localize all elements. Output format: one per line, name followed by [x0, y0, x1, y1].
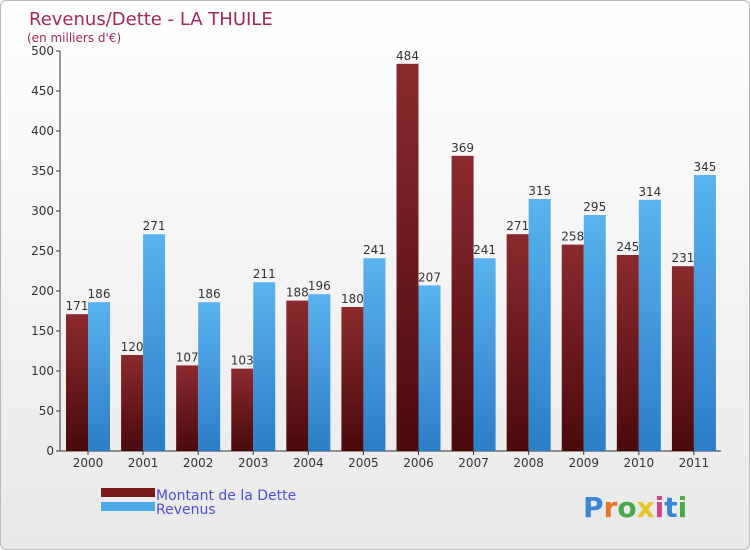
- bar-dette: [231, 368, 254, 451]
- x-tick-label: 2001: [128, 456, 159, 470]
- proxiti-logo: Proxiti: [583, 491, 687, 524]
- bar-revenus: [473, 258, 496, 451]
- logo-letter: i: [655, 491, 665, 524]
- legend-swatch: [101, 488, 155, 497]
- bar-revenus: [693, 175, 716, 451]
- data-label: 258: [561, 230, 584, 244]
- x-tick-label: 2008: [513, 456, 544, 470]
- bar-dette: [66, 314, 88, 451]
- data-label: 107: [176, 350, 199, 364]
- data-label: 369: [451, 141, 474, 155]
- bar-revenus: [363, 258, 386, 451]
- bar-revenus: [88, 302, 110, 451]
- logo-letter: o: [617, 491, 636, 524]
- chart-subtitle: (en milliers d'€): [27, 31, 121, 45]
- bar-dette: [176, 365, 199, 451]
- data-label: 120: [121, 340, 144, 354]
- data-label: 186: [88, 287, 111, 301]
- bar-revenus: [528, 199, 551, 451]
- data-label: 241: [473, 243, 496, 257]
- data-label: 207: [418, 270, 441, 284]
- x-tick-label: 2010: [624, 456, 655, 470]
- logo-letter: r: [604, 491, 618, 524]
- bar-revenus: [308, 294, 331, 451]
- bar-dette: [616, 255, 639, 451]
- bar-revenus: [583, 215, 606, 451]
- bar-revenus: [253, 282, 276, 451]
- x-tick-label: 2003: [238, 456, 269, 470]
- y-tick-label: 0: [46, 444, 54, 458]
- axes: 0 50 100 150 200 250 300 350 400 450 500 2000 2001 20…: [31, 44, 721, 470]
- legend-swatch: [101, 502, 155, 511]
- data-label: 345: [693, 160, 716, 174]
- data-label: 171: [66, 299, 89, 313]
- y-tick-label: 150: [31, 324, 54, 338]
- x-tick-label: 2011: [679, 456, 710, 470]
- bar-dette: [561, 244, 584, 451]
- legend-label: Revenus: [156, 502, 216, 518]
- data-label: 211: [253, 267, 276, 281]
- bar-dette: [341, 307, 364, 451]
- data-label: 315: [528, 184, 551, 198]
- logo-letter: x: [637, 491, 655, 524]
- data-label: 295: [583, 200, 606, 214]
- data-label: 314: [638, 185, 661, 199]
- data-label: 186: [198, 287, 221, 301]
- y-tick-label: 100: [31, 364, 54, 378]
- data-label: 241: [363, 243, 386, 257]
- bar-dette: [671, 266, 694, 451]
- x-tick-label: 2002: [183, 456, 214, 470]
- bar-revenus: [638, 199, 661, 451]
- bar-revenus: [418, 285, 441, 451]
- data-label: 245: [616, 240, 639, 254]
- logo-letter: P: [583, 491, 604, 524]
- data-label: 271: [143, 219, 166, 233]
- bar-revenus: [143, 234, 166, 451]
- bar-dette: [451, 155, 474, 452]
- bar-dette: [506, 234, 529, 451]
- y-tick-label: 300: [31, 204, 54, 218]
- logo-letter: i: [678, 491, 688, 524]
- x-tick-label: 2007: [458, 456, 489, 470]
- y-tick-label: 250: [31, 244, 54, 258]
- y-tick-label: 50: [39, 404, 54, 418]
- bar-revenus: [198, 302, 221, 451]
- x-tick-label: 2009: [568, 456, 599, 470]
- y-tick-label: 200: [31, 284, 54, 298]
- bar-dette: [286, 300, 309, 451]
- y-tick-label: 350: [31, 164, 54, 178]
- data-label: 484: [396, 49, 419, 63]
- data-label: 231: [671, 251, 694, 265]
- x-tick-label: 2000: [73, 456, 104, 470]
- y-tick-label: 450: [31, 84, 54, 98]
- legend-label: Montant de la Dette: [156, 488, 296, 504]
- x-tick-label: 2005: [348, 456, 379, 470]
- x-tick-label: 2004: [293, 456, 324, 470]
- data-label: 180: [341, 292, 364, 306]
- x-tick-label: 2006: [403, 456, 434, 470]
- data-label: 188: [286, 286, 309, 300]
- y-tick-label: 400: [31, 124, 54, 138]
- logo-letter: t: [664, 491, 677, 524]
- bar-dette: [396, 63, 419, 452]
- data-label: 196: [308, 279, 331, 293]
- data-label: 103: [231, 354, 254, 368]
- bar-dette: [121, 355, 144, 451]
- data-label: 271: [506, 219, 529, 233]
- logo-text: Proxiti: [583, 491, 687, 524]
- y-tick-label: 500: [31, 44, 54, 58]
- chart-title: Revenus/Dette - LA THUILE: [29, 9, 273, 30]
